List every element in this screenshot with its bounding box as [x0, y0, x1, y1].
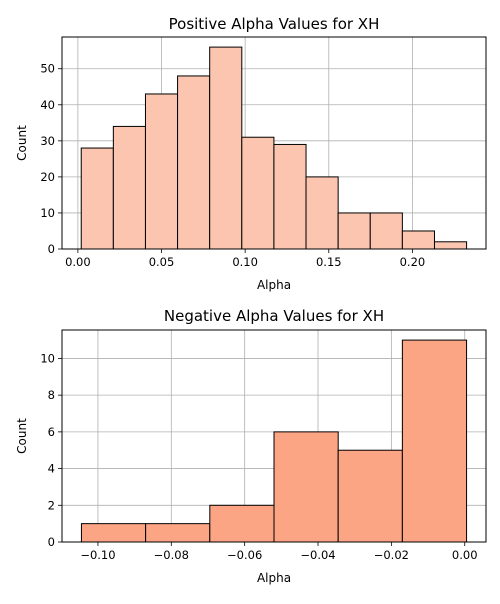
y-axis-label: Count — [15, 125, 29, 161]
x-tick-label: 0.15 — [316, 255, 342, 269]
y-tick-label: 0 — [48, 535, 55, 549]
bars — [80, 46, 468, 250]
histogram-bar — [369, 212, 403, 250]
x-ticks: 0.00 0.05 0.10 0.15 0.20 — [65, 249, 425, 269]
histogram-bar — [80, 523, 147, 543]
histogram-bar — [112, 125, 146, 250]
histogram-bar — [401, 230, 435, 250]
histogram-bar — [209, 504, 275, 543]
y-tick-label: 10 — [40, 351, 55, 365]
histogram-bar — [241, 136, 275, 250]
histogram-bar — [273, 143, 307, 250]
x-tick-label: 0.00 — [65, 255, 91, 269]
plot-frame — [61, 329, 487, 543]
y-tick-label: 30 — [40, 134, 55, 148]
x-axis-label: Alpha — [257, 278, 291, 292]
histogram-bar — [337, 212, 371, 250]
x-tick-label: 0.00 — [452, 548, 478, 562]
x-tick-label: 0.20 — [400, 255, 426, 269]
x-tick-label: −0.04 — [300, 548, 335, 562]
chart-title: Negative Alpha Values for XH — [164, 307, 384, 325]
x-tick-label: −0.02 — [374, 548, 409, 562]
y-tick-label: 10 — [40, 206, 55, 220]
y-ticks: 0 10 20 30 40 50 — [40, 62, 62, 256]
histogram-bar — [305, 176, 339, 250]
y-tick-label: 8 — [48, 388, 55, 402]
chart-title: Positive Alpha Values for XH — [169, 15, 380, 33]
bars — [80, 339, 468, 543]
y-ticks: 0 2 4 6 8 10 — [40, 351, 62, 549]
chart-negative-alpha: −0.10 −0.08 −0.06 −0.04 −0.02 0.00 0 2 4 6 8 10 Ne… — [15, 307, 487, 585]
chart-positive-alpha: 0.00 0.05 0.10 0.15 0.20 0 10 20 30 40 50 Positiv… — [15, 15, 487, 292]
y-tick-label: 50 — [40, 62, 55, 76]
x-axis-label: Alpha — [257, 571, 291, 585]
y-tick-label: 0 — [48, 242, 55, 256]
y-tick-label: 2 — [48, 498, 55, 512]
y-tick-label: 6 — [48, 425, 55, 439]
histogram-bar — [433, 241, 468, 250]
x-tick-label: −0.06 — [227, 548, 262, 562]
y-tick-label: 4 — [48, 462, 55, 476]
histogram-bar — [337, 449, 403, 543]
histogram-bar — [145, 523, 211, 543]
x-tick-label: −0.08 — [154, 548, 189, 562]
histogram-bar — [144, 93, 179, 250]
x-ticks: −0.10 −0.08 −0.06 −0.04 −0.02 0.00 — [80, 542, 478, 562]
histogram-bar — [80, 147, 114, 250]
histogram-bar — [401, 339, 468, 543]
x-tick-label: 0.10 — [232, 255, 258, 269]
histogram-bar — [273, 431, 339, 543]
histogram-bar — [209, 46, 243, 250]
y-tick-label: 40 — [40, 98, 55, 112]
y-axis-label: Count — [15, 418, 29, 454]
x-tick-label: 0.05 — [149, 255, 175, 269]
histogram-bar — [177, 75, 211, 250]
y-tick-label: 20 — [40, 170, 55, 184]
plot-frame — [61, 36, 487, 250]
x-tick-label: −0.10 — [80, 548, 115, 562]
